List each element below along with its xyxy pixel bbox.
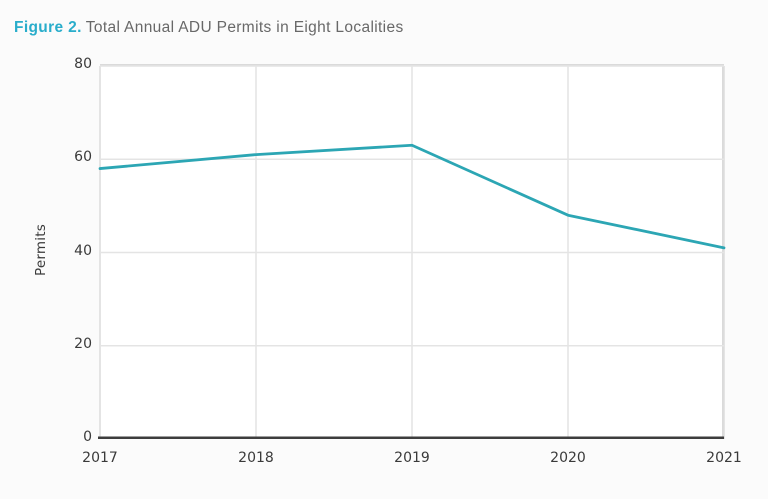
- permits-line-chart: [98, 65, 726, 439]
- y-tick-label: 20: [74, 335, 92, 352]
- y-axis-title: Permits: [33, 224, 49, 276]
- x-tick-label: 2020: [550, 450, 586, 466]
- x-tick-label: 2018: [238, 450, 274, 466]
- x-tick-label: 2017: [82, 450, 118, 466]
- y-tick-label: 60: [74, 149, 92, 166]
- figure-title: Figure 2. Total Annual ADU Permits in Eig…: [14, 19, 404, 37]
- plot-area: [98, 64, 726, 439]
- figure-number-label: Figure 2.: [14, 19, 82, 36]
- x-tick-label: 2021: [706, 450, 742, 466]
- y-tick-label: 80: [74, 56, 92, 72]
- y-tick-label: 0: [83, 429, 92, 445]
- figure-caption: Total Annual ADU Permits in Eight Locali…: [85, 19, 404, 36]
- y-tick-label: 40: [74, 242, 92, 259]
- x-tick-label: 2019: [394, 450, 430, 466]
- permits-data-line: [98, 143, 726, 250]
